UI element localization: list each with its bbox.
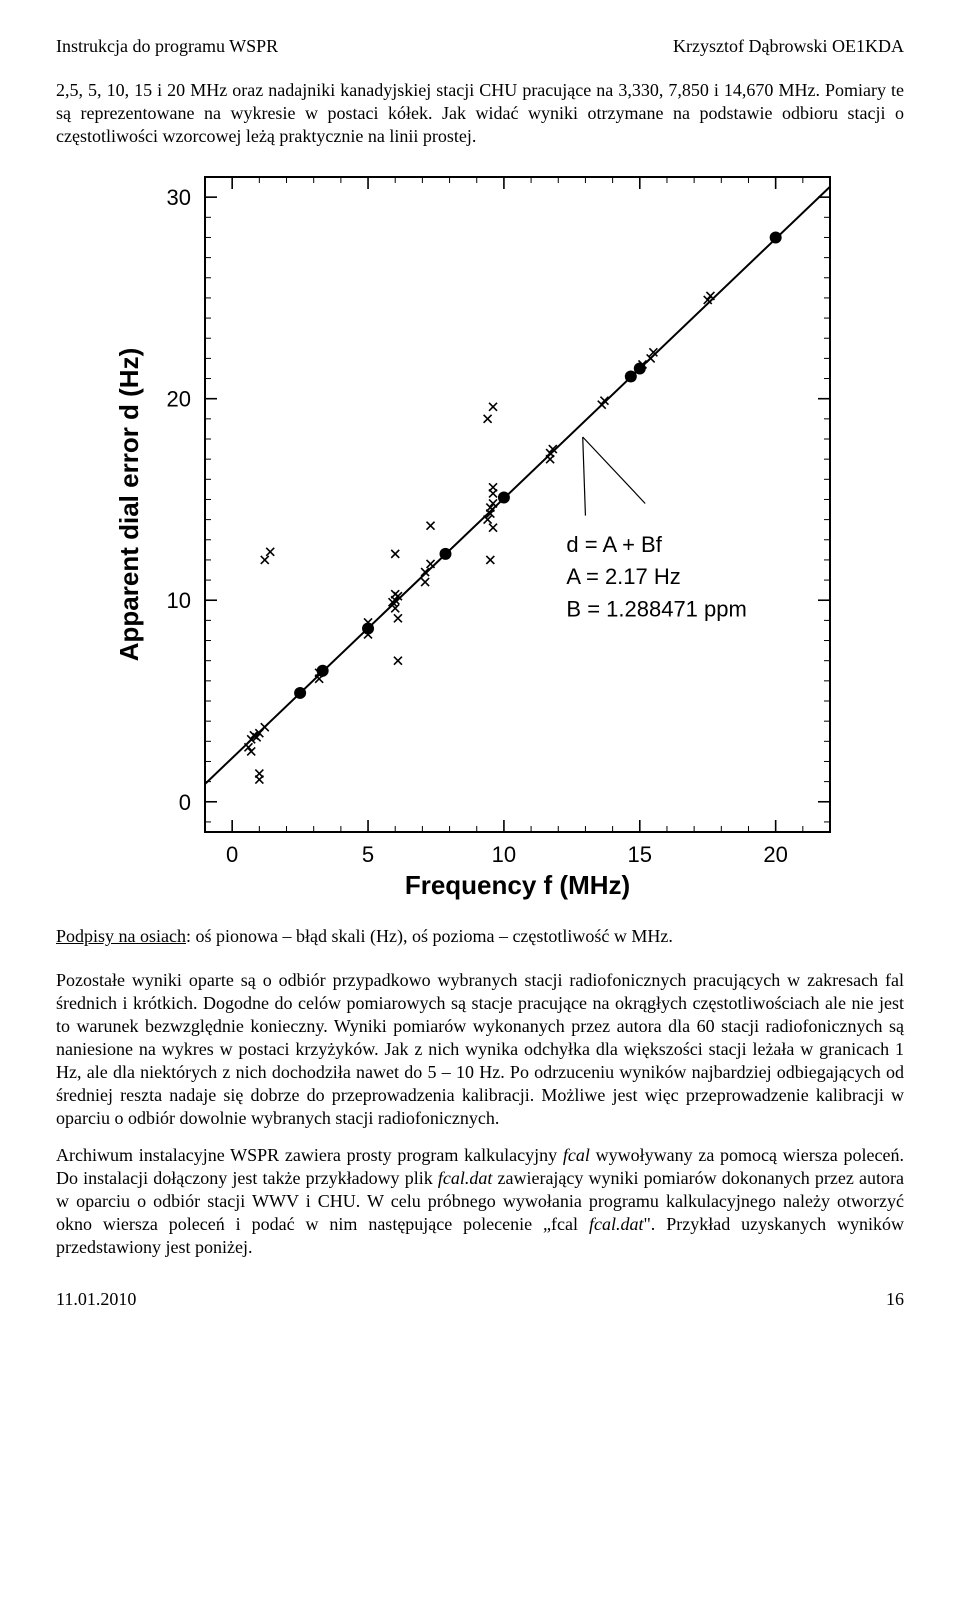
svg-text:d = A + Bf: d = A + Bf [566,532,662,557]
svg-text:10: 10 [167,588,191,613]
svg-text:Apparent dial error d (Hz): Apparent dial error d (Hz) [114,348,144,661]
caption-rest: : oś pionowa – błąd skali (Hz), oś pozio… [186,926,673,946]
svg-text:30: 30 [167,185,191,210]
header-left: Instrukcja do programu WSPR [56,36,278,57]
calibration-chart: 0 5 10 15 20 0 10 20 30 Frequency f (MHz) Apparent… [110,162,850,912]
footer-date: 11.01.2010 [56,1289,136,1310]
svg-text:0: 0 [179,790,191,815]
footer-page-number: 16 [886,1289,904,1310]
paragraph-3: Archiwum instalacyjne WSPR zawiera prost… [56,1144,904,1259]
svg-text:20: 20 [763,842,787,867]
svg-text:0: 0 [226,842,238,867]
paragraph-1: 2,5, 5, 10, 15 i 20 MHz oraz nadajniki k… [56,79,904,148]
page-footer: 11.01.2010 16 [56,1289,904,1310]
svg-text:20: 20 [167,387,191,412]
svg-text:Frequency f (MHz): Frequency f (MHz) [405,870,630,900]
page: Instrukcja do programu WSPR Krzysztof Dą… [0,0,960,1340]
svg-text:B = 1.288471 ppm: B = 1.288471 ppm [566,596,746,621]
caption-prefix: Podpisy na osiach [56,926,186,946]
svg-text:A = 2.17 Hz: A = 2.17 Hz [566,564,680,589]
page-header: Instrukcja do programu WSPR Krzysztof Dą… [56,36,904,57]
chart-container: 0 5 10 15 20 0 10 20 30 Frequency f (MHz) Apparent… [56,162,904,912]
chart-caption: Podpisy na osiach: oś pionowa – błąd ska… [56,926,904,947]
paragraph-2: Pozostałe wyniki oparte są o odbiór przy… [56,969,904,1130]
svg-text:10: 10 [492,842,516,867]
svg-text:5: 5 [362,842,374,867]
svg-text:15: 15 [628,842,652,867]
header-right: Krzysztof Dąbrowski OE1KDA [673,36,904,57]
